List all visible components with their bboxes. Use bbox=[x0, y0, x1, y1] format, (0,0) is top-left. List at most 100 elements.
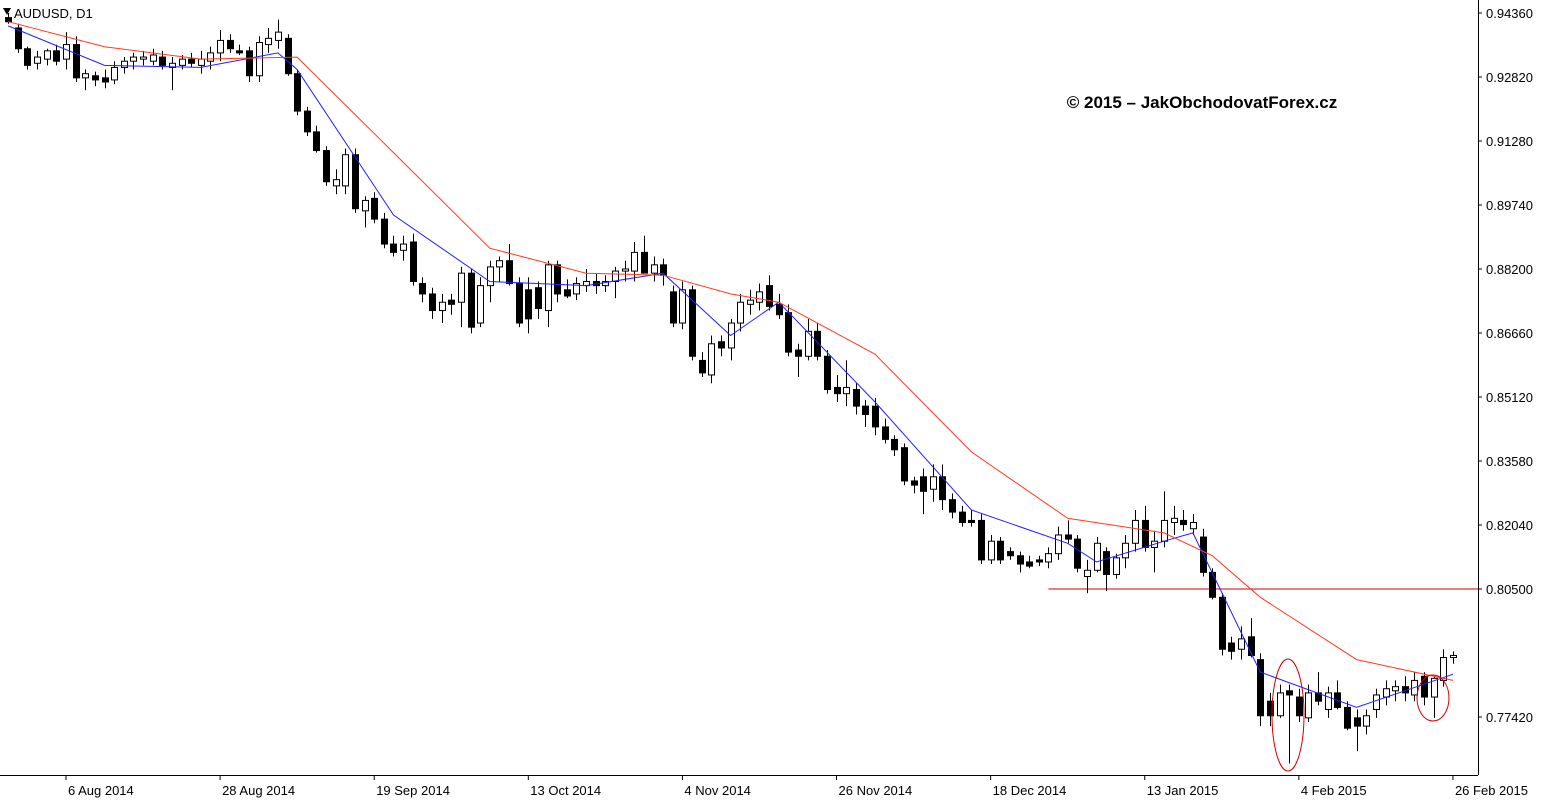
y-tick-label: 0.92820 bbox=[1486, 70, 1533, 85]
candle-body bbox=[198, 58, 205, 66]
x-tick-label: 28 Aug 2014 bbox=[222, 783, 295, 798]
candle-body bbox=[708, 343, 715, 376]
candle-body bbox=[901, 447, 908, 482]
symbol-triangle bbox=[3, 8, 11, 15]
candle-body bbox=[930, 476, 937, 490]
candle-body bbox=[728, 322, 735, 349]
candle-body bbox=[179, 58, 186, 66]
candle-body bbox=[458, 272, 465, 303]
candle-body bbox=[1017, 555, 1024, 565]
candle-body bbox=[400, 243, 407, 251]
candle-body bbox=[140, 56, 147, 60]
candle-body bbox=[1142, 519, 1149, 548]
candle-body bbox=[968, 519, 975, 523]
candle-body bbox=[1286, 690, 1293, 696]
price-label-box bbox=[1480, 645, 1553, 665]
y-tick-label: 0.94360 bbox=[1486, 6, 1533, 21]
candle-body bbox=[1267, 700, 1274, 717]
candle-body bbox=[24, 48, 31, 66]
candle-body bbox=[246, 50, 253, 77]
candle-body bbox=[882, 426, 889, 440]
candle-body bbox=[1363, 715, 1370, 727]
candle-body bbox=[891, 438, 898, 451]
candle-body bbox=[207, 52, 214, 62]
candle-body bbox=[1431, 677, 1438, 698]
candle-body bbox=[468, 272, 475, 328]
candle-body bbox=[525, 289, 532, 320]
candle-body bbox=[169, 62, 176, 68]
candle-body bbox=[63, 44, 70, 60]
candle-body bbox=[236, 50, 243, 54]
candle-body bbox=[651, 264, 658, 274]
candle-body bbox=[1122, 542, 1129, 559]
candle-body bbox=[641, 251, 648, 274]
candle-body bbox=[997, 540, 1004, 561]
y-tick-label: 0.89740 bbox=[1486, 198, 1533, 213]
x-tick-label: 6 Aug 2014 bbox=[68, 783, 134, 798]
candle-body bbox=[612, 270, 619, 282]
candle-body bbox=[1383, 688, 1390, 698]
candle-body bbox=[1209, 571, 1216, 598]
y-tick-label: 0.82040 bbox=[1486, 518, 1533, 533]
candle-body bbox=[130, 56, 137, 62]
candle-body bbox=[285, 37, 292, 75]
y-tick-label: 0.77420 bbox=[1486, 710, 1533, 725]
candle-body bbox=[1094, 542, 1101, 571]
candle-body bbox=[939, 476, 946, 501]
candle-body bbox=[1074, 538, 1081, 569]
highlight-ellipse bbox=[1416, 674, 1450, 722]
candle-body bbox=[275, 31, 282, 41]
candle-body bbox=[34, 56, 41, 64]
candle-body bbox=[429, 293, 436, 312]
candle-body bbox=[1392, 686, 1399, 692]
candle-body bbox=[217, 39, 224, 54]
candle-body bbox=[439, 301, 446, 312]
candle-body bbox=[843, 386, 850, 395]
candle-body bbox=[44, 50, 51, 60]
candle-body bbox=[824, 355, 831, 391]
candle-body bbox=[631, 251, 638, 272]
candle-body bbox=[1132, 519, 1139, 544]
candle-body bbox=[1238, 638, 1245, 650]
candle-body bbox=[747, 299, 754, 305]
candle-body bbox=[1190, 521, 1197, 530]
candle-body bbox=[265, 37, 272, 46]
candle-body bbox=[362, 199, 369, 212]
y-tick-label: 0.91280 bbox=[1486, 134, 1533, 149]
candle-body bbox=[834, 386, 841, 395]
y-tick-label: 0.85120 bbox=[1486, 390, 1533, 405]
candle-body bbox=[1305, 692, 1312, 719]
candle-body bbox=[1296, 696, 1303, 717]
candle-body bbox=[1045, 553, 1052, 563]
candle-body bbox=[1084, 569, 1091, 578]
candle-body bbox=[862, 405, 869, 415]
candle-body bbox=[785, 312, 792, 353]
highlight-ellipse bbox=[1271, 658, 1305, 772]
candle-body bbox=[949, 499, 956, 513]
candle-body bbox=[121, 60, 128, 68]
candle-body bbox=[448, 299, 455, 305]
candle-body bbox=[959, 511, 966, 523]
candle-body bbox=[1113, 557, 1120, 575]
candle-body bbox=[111, 66, 118, 81]
candle-body bbox=[1161, 519, 1168, 542]
candle-body bbox=[390, 243, 397, 253]
candle-body bbox=[988, 540, 995, 561]
candle-body bbox=[689, 289, 696, 357]
candle-body bbox=[535, 287, 542, 309]
candle-body bbox=[1103, 551, 1110, 575]
candle-body bbox=[487, 266, 494, 287]
candle-body bbox=[814, 330, 821, 357]
candle-body bbox=[756, 291, 763, 303]
y-tick-label: 0.86660 bbox=[1486, 326, 1533, 341]
candle-body bbox=[1248, 636, 1255, 656]
x-tick-label: 26 Feb 2015 bbox=[1455, 783, 1528, 798]
candle-body bbox=[342, 154, 349, 187]
candle-body bbox=[506, 260, 513, 285]
candle-body bbox=[304, 110, 311, 133]
candle-body bbox=[5, 17, 12, 23]
candle-body bbox=[371, 197, 378, 220]
candle-body bbox=[477, 285, 484, 324]
